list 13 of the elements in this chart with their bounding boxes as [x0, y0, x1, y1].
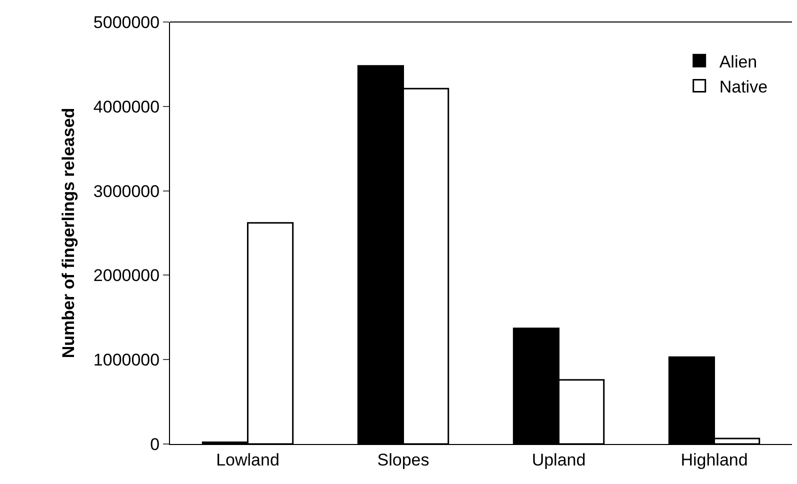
x-tick-label: Highland: [680, 450, 748, 470]
y-tick-label: 4000000: [93, 97, 160, 116]
x-tick-label: Upland: [532, 450, 586, 470]
legend-label: Alien: [719, 52, 758, 72]
y-axis-title: Number of fingerlings released: [58, 108, 78, 358]
x-tick-label: Lowland: [216, 450, 280, 470]
y-tick-label: 1000000: [93, 350, 160, 370]
y-tick-label: 5000000: [93, 12, 160, 32]
y-tick-label: 2000000: [93, 266, 160, 286]
y-tick-label: 0: [150, 434, 160, 454]
y-tick-label: 3000000: [93, 182, 160, 201]
x-tick-label: Slopes: [377, 450, 430, 470]
legend-label: Native: [719, 77, 768, 96]
